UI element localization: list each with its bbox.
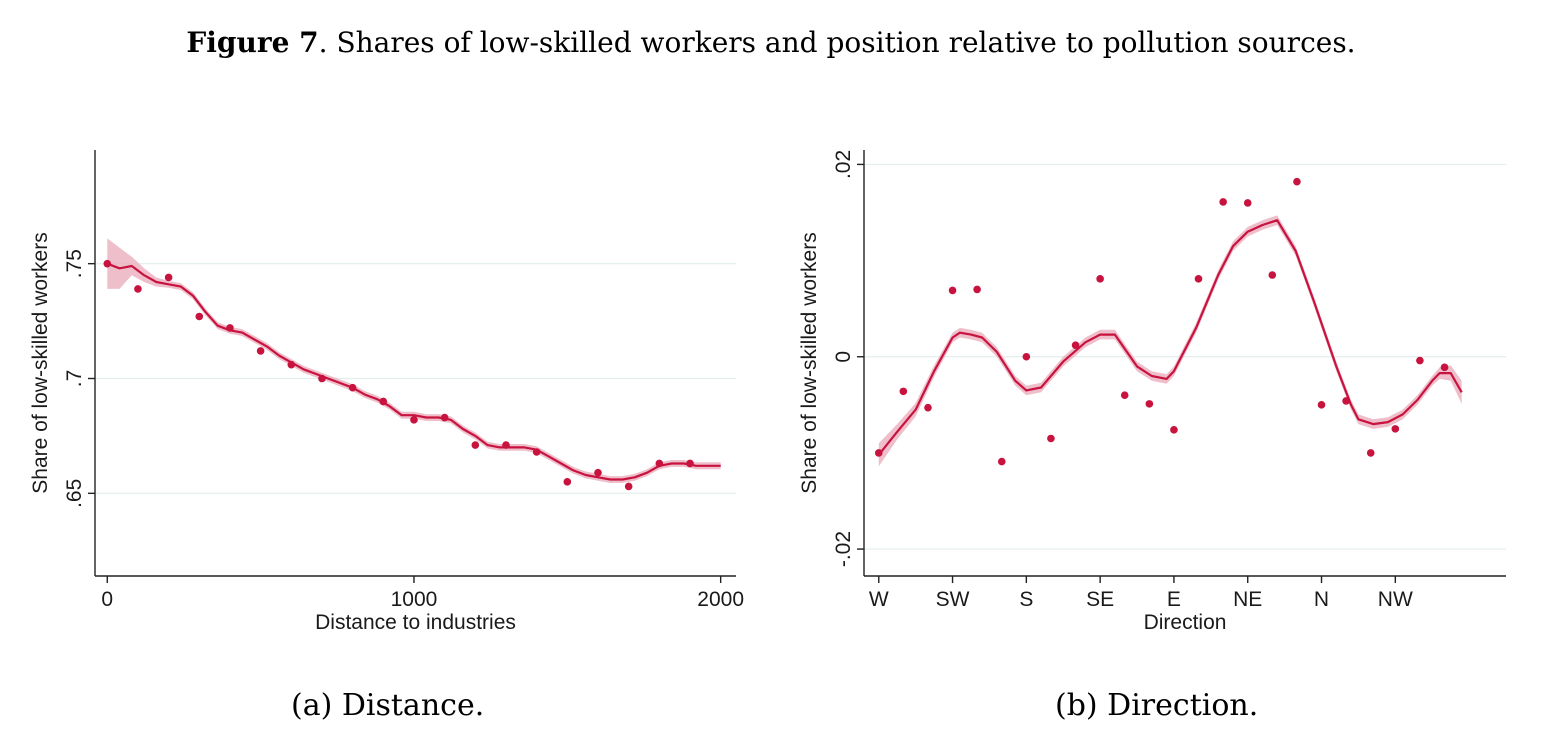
data-point bbox=[686, 459, 694, 468]
x-tick-label: E bbox=[1167, 588, 1181, 611]
y-tick-label: .7 bbox=[63, 370, 86, 388]
figure-title: Figure 7. Shares of low-skilled workers … bbox=[0, 26, 1542, 59]
figure-label: Figure 7 bbox=[186, 26, 319, 59]
x-tick-label: NE bbox=[1233, 588, 1262, 611]
y-tick-label: 0 bbox=[832, 351, 855, 363]
x-tick-label: 1000 bbox=[391, 588, 438, 611]
fit-line bbox=[106, 262, 721, 481]
x-tick-label: 2000 bbox=[697, 588, 744, 611]
fit-line bbox=[877, 219, 1463, 456]
data-point bbox=[1096, 275, 1104, 283]
confidence-band bbox=[878, 215, 1462, 467]
data-point bbox=[997, 457, 1006, 466]
caption-distance: (a) Distance. bbox=[291, 688, 485, 723]
data-point bbox=[195, 312, 204, 321]
y-axis-label: Share of low-skilled workers bbox=[29, 232, 52, 493]
data-point bbox=[410, 416, 418, 424]
data-point bbox=[287, 360, 296, 369]
y-tick-label: .65 bbox=[63, 479, 86, 508]
data-point bbox=[379, 397, 388, 406]
x-tick-label: SW bbox=[936, 588, 970, 611]
data-point bbox=[924, 403, 932, 412]
data-point bbox=[134, 285, 142, 293]
data-point bbox=[655, 459, 664, 468]
data-point bbox=[1391, 425, 1400, 433]
y-tick-label: .75 bbox=[63, 249, 86, 278]
data-point bbox=[440, 413, 449, 422]
x-axis-label: Direction bbox=[1144, 611, 1227, 634]
data-point bbox=[502, 441, 510, 449]
data-point bbox=[348, 383, 357, 392]
caption-direction: (b) Direction. bbox=[1055, 688, 1259, 723]
data-point bbox=[103, 259, 112, 268]
x-tick-label: NW bbox=[1378, 588, 1413, 611]
confidence-band bbox=[107, 238, 721, 483]
x-tick-label: SE bbox=[1086, 588, 1114, 611]
data-point bbox=[1120, 391, 1129, 400]
x-axis-label: Distance to industries bbox=[315, 611, 516, 634]
data-point bbox=[948, 286, 957, 295]
x-tick-label: 0 bbox=[101, 588, 113, 611]
data-point bbox=[471, 441, 480, 449]
data-point bbox=[1022, 352, 1031, 361]
x-tick-label: S bbox=[1019, 588, 1033, 611]
data-point bbox=[594, 468, 602, 477]
data-point bbox=[1219, 198, 1227, 206]
data-point bbox=[1342, 397, 1350, 405]
data-point bbox=[1047, 434, 1055, 443]
chart-direction: -.02 0 .02 W SW S SE E NE N NW Direction Share of lo… bbox=[798, 150, 1506, 634]
data-point bbox=[226, 324, 234, 332]
data-point bbox=[1194, 275, 1203, 283]
chart-distance: .65 .7 .75 0 1000 2000 Distance to industries S… bbox=[29, 150, 744, 634]
data-point bbox=[1317, 401, 1326, 409]
data-point bbox=[1145, 400, 1154, 408]
figure-title-text: . Shares of low-skilled workers and posi… bbox=[318, 26, 1356, 59]
data-point bbox=[164, 273, 173, 282]
y-tick-label: .02 bbox=[832, 150, 855, 179]
data-point bbox=[318, 374, 326, 383]
x-tick-label: N bbox=[1314, 588, 1329, 611]
data-point bbox=[256, 347, 265, 355]
data-point bbox=[624, 482, 633, 491]
data-point bbox=[874, 449, 883, 457]
data-point bbox=[1071, 341, 1080, 350]
data-point bbox=[1416, 356, 1424, 365]
data-point bbox=[1440, 363, 1449, 372]
data-point bbox=[973, 285, 981, 294]
data-point bbox=[1243, 199, 1252, 207]
data-point bbox=[899, 387, 908, 396]
data-point bbox=[1268, 271, 1277, 279]
data-point bbox=[563, 478, 572, 486]
data-point bbox=[1366, 449, 1375, 457]
y-axis-label: Share of low-skilled workers bbox=[798, 232, 821, 493]
data-point bbox=[1293, 177, 1301, 186]
data-point bbox=[532, 448, 541, 456]
x-tick-label: W bbox=[869, 588, 889, 611]
y-tick-label: -.02 bbox=[832, 531, 855, 567]
data-point bbox=[1170, 426, 1178, 434]
